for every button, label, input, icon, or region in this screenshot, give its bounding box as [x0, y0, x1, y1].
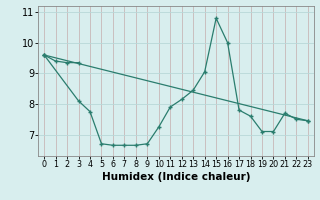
- X-axis label: Humidex (Indice chaleur): Humidex (Indice chaleur): [102, 172, 250, 182]
